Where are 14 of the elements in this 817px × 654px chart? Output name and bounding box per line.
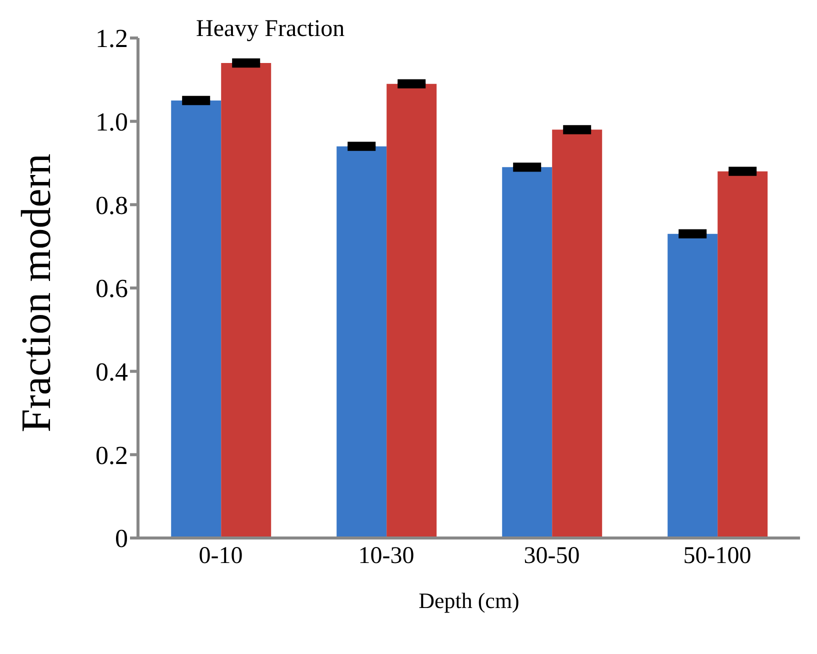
y-axis-title: Fraction modern [14, 154, 60, 432]
x-tick-label: 50-100 [683, 543, 752, 570]
y-tick-label: 0.4 [96, 358, 128, 387]
x-tick-label: 0-10 [198, 543, 243, 570]
y-tick-label: 1.2 [96, 24, 128, 54]
y-tick-label: 0.6 [96, 274, 128, 304]
y-tick-label: 0 [115, 524, 128, 554]
x-axis-title: Depth (cm) [418, 588, 520, 613]
x-tick-label: 10-30 [358, 543, 414, 570]
x-tick-label: 30-50 [524, 543, 580, 570]
y-tick-label: 0.2 [96, 440, 128, 470]
chart-title: Heavy Fraction [196, 16, 345, 43]
y-tick-label: 0.8 [96, 190, 128, 220]
y-tick-label: 1.0 [96, 108, 128, 137]
